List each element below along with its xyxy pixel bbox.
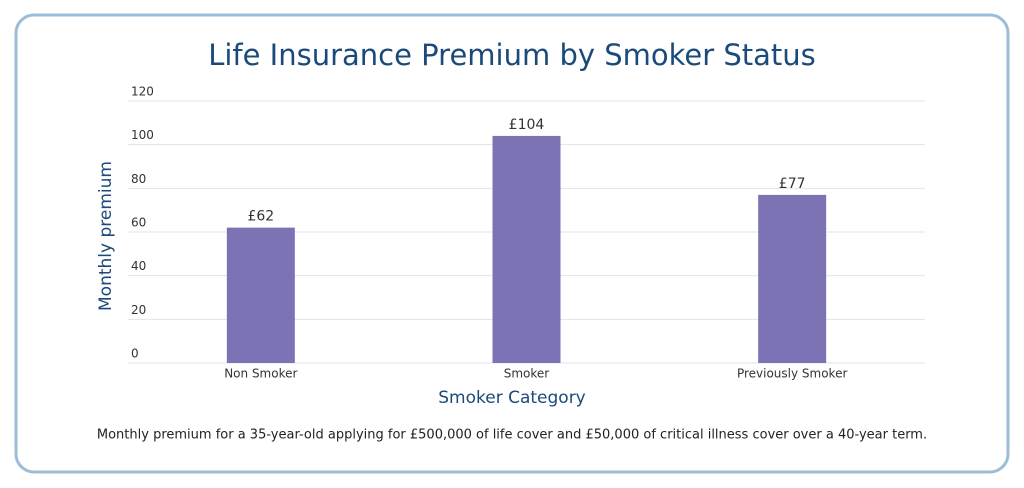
data-label: £62	[247, 209, 274, 225]
y-tick-label: 120	[131, 85, 154, 99]
y-tick-label: 0	[131, 347, 139, 361]
y-tick-label: 20	[131, 303, 146, 317]
bar	[226, 227, 295, 363]
footnote: Monthly premium for a 35-year-old applyi…	[97, 428, 927, 443]
bar	[492, 135, 561, 363]
x-tick-label: Smoker	[504, 367, 550, 381]
bar	[758, 194, 827, 363]
x-tick-label: Previously Smoker	[737, 367, 848, 381]
y-tick-label: 60	[131, 216, 146, 230]
x-tick-label: Non Smoker	[224, 367, 297, 381]
data-label: £77	[779, 176, 806, 192]
y-axis-label: Monthly premium	[96, 161, 116, 311]
x-axis-label: Smoker Category	[438, 388, 586, 408]
chart-title: Life Insurance Premium by Smoker Status	[208, 38, 816, 72]
y-tick-label: 100	[131, 128, 154, 142]
y-tick-label: 80	[131, 172, 146, 186]
data-label: £104	[509, 117, 545, 133]
y-tick-label: 40	[131, 259, 146, 273]
